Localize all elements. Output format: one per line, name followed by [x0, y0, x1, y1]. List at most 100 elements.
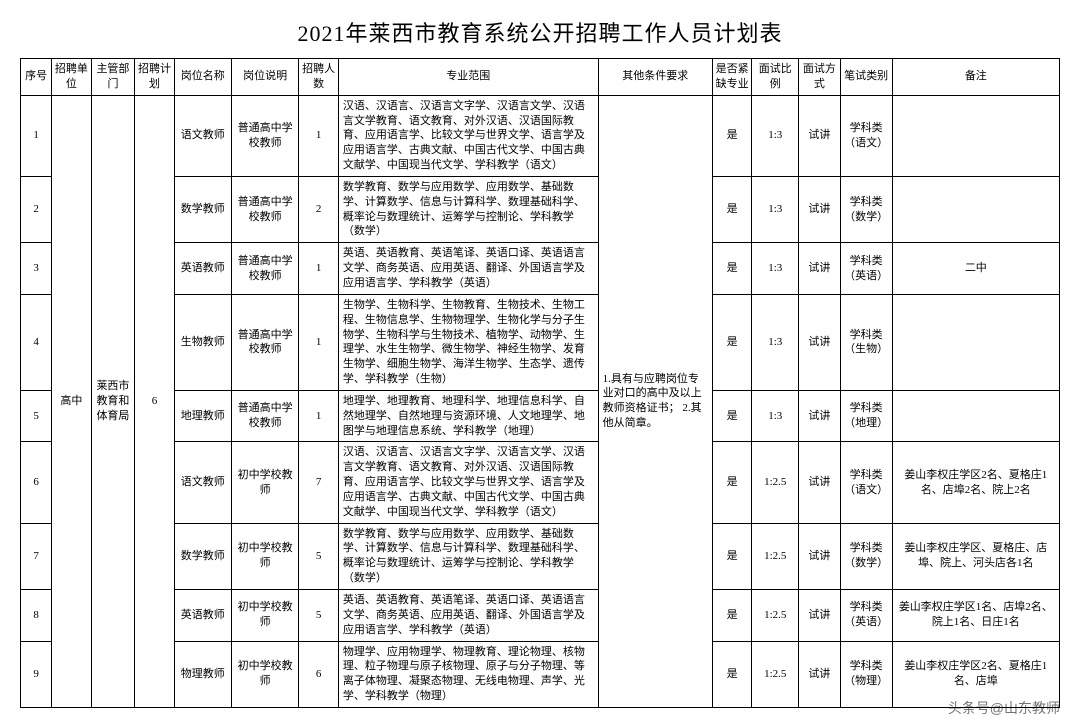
cell-post: 英语教师: [174, 590, 231, 642]
table-row: 5地理教师普通高中学校教师1地理学、地理教育、地理科学、地理信息科学、自然地理学…: [21, 390, 1060, 442]
cell-type: 学科类（英语）: [840, 590, 892, 642]
cell-ratio: 1:3: [752, 390, 799, 442]
cell-post: 地理教师: [174, 390, 231, 442]
cell-note: 姜山李权庄学区、夏格庄、店埠、院上、河头店各1名: [892, 523, 1059, 589]
cell-note: 姜山李权庄学区2名、夏格庄1名、店埠: [892, 641, 1059, 707]
cell-short: 是: [712, 390, 751, 442]
cell-short: 是: [712, 294, 751, 390]
cell-ratio: 1:2.5: [752, 590, 799, 642]
cell-post: 生物教师: [174, 294, 231, 390]
table-row: 2数学教师普通高中学校教师2数学教育、数学与应用数学、应用数学、基础数学、计算数…: [21, 176, 1060, 242]
cell-desc: 普通高中学校教师: [231, 390, 299, 442]
cell-type: 学科类（语文）: [840, 95, 892, 176]
cell-num: 5: [299, 523, 338, 589]
cell-method: 试讲: [799, 390, 841, 442]
cell-note: [892, 390, 1059, 442]
cell-short: 是: [712, 243, 751, 295]
cell-type: 学科类（英语）: [840, 243, 892, 295]
cell-ratio: 1:3: [752, 95, 799, 176]
cell-post: 数学教师: [174, 176, 231, 242]
cell-num: 1: [299, 390, 338, 442]
col-plan: 招聘计划: [135, 59, 174, 96]
cell-major: 英语、英语教育、英语笔译、英语口译、英语语言文学、商务英语、应用英语、翻译、外国…: [338, 243, 598, 295]
cell-method: 试讲: [799, 176, 841, 242]
table-row: 7 数学教师初中学校教师5数学教育、数学与应用数学、应用数学、基础数学、计算数学、…: [21, 523, 1060, 589]
cell-note: 姜山李权庄学区2名、夏格庄1名、店埠2名、院上2名: [892, 442, 1059, 523]
cell-num: 1: [299, 294, 338, 390]
col-desc: 岗位说明: [231, 59, 299, 96]
cell-major: 汉语、汉语言、汉语言文字学、汉语言文学、汉语言文学教育、语文教育、对外汉语、汉语…: [338, 95, 598, 176]
cell-short: 是: [712, 523, 751, 589]
cell-short: 是: [712, 641, 751, 707]
cell-ratio: 1:3: [752, 176, 799, 242]
recruitment-table: 序号 招聘单位 主管部门 招聘计划 岗位名称 岗位说明 招聘人数 专业范围 其他…: [20, 58, 1060, 708]
col-num: 招聘人数: [299, 59, 338, 96]
cell-type: 学科类（语文）: [840, 442, 892, 523]
page-title: 2021年莱西市教育系统公开招聘工作人员计划表: [20, 16, 1060, 48]
cell-post: 物理教师: [174, 641, 231, 707]
cell-ratio: 1:2.5: [752, 442, 799, 523]
cell-no: 8: [21, 590, 52, 642]
cell-post: 数学教师: [174, 523, 231, 589]
cell-desc: 普通高中学校教师: [231, 294, 299, 390]
col-other: 其他条件要求: [598, 59, 712, 96]
cell-major: 数学教育、数学与应用数学、应用数学、基础数学、计算数学、信息与计算科学、数理基础…: [338, 523, 598, 589]
cell-short: 是: [712, 442, 751, 523]
table-row: 3英语教师普通高中学校教师1英语、英语教育、英语笔译、英语口译、英语语言文学、商…: [21, 243, 1060, 295]
col-short: 是否紧缺专业: [712, 59, 751, 96]
cell-unit: 高中: [52, 95, 91, 707]
col-unit: 招聘单位: [52, 59, 91, 96]
cell-method: 试讲: [799, 523, 841, 589]
cell-method: 试讲: [799, 243, 841, 295]
cell-short: 是: [712, 590, 751, 642]
cell-desc: 普通高中学校教师: [231, 243, 299, 295]
col-dept: 主管部门: [91, 59, 135, 96]
cell-desc: 初中学校教师: [231, 523, 299, 589]
cell-note: 姜山李权庄学区1名、店埠2名、院上1名、日庄1名: [892, 590, 1059, 642]
cell-ratio: 1:2.5: [752, 523, 799, 589]
col-major: 专业范围: [338, 59, 598, 96]
cell-method: 试讲: [799, 95, 841, 176]
cell-no: 6: [21, 442, 52, 523]
cell-desc: 初中学校教师: [231, 641, 299, 707]
cell-post: 语文教师: [174, 442, 231, 523]
cell-num: 2: [299, 176, 338, 242]
cell-major: 英语、英语教育、英语笔译、英语口译、英语语言文学、商务英语、应用英语、翻译、外国…: [338, 590, 598, 642]
cell-no: 1: [21, 95, 52, 176]
cell-ratio: 1:3: [752, 294, 799, 390]
cell-num: 5: [299, 590, 338, 642]
cell-method: 试讲: [799, 590, 841, 642]
cell-post: 语文教师: [174, 95, 231, 176]
cell-no: 2: [21, 176, 52, 242]
cell-num: 1: [299, 243, 338, 295]
cell-dept: 莱西市教育和体育局: [91, 95, 135, 707]
table-row: 1高中莱西市教育和体育局6语文教师普通高中学校教师1汉语、汉语言、汉语言文字学、…: [21, 95, 1060, 176]
cell-other: 1.具有与应聘岗位专业对口的高中及以上教师资格证书； 2.其他从简章。: [598, 95, 712, 707]
cell-note: 二中: [892, 243, 1059, 295]
cell-num: 1: [299, 95, 338, 176]
cell-major: 地理学、地理教育、地理科学、地理信息科学、自然地理学、自然地理与资源环境、人文地…: [338, 390, 598, 442]
cell-method: 试讲: [799, 294, 841, 390]
cell-major: 物理学、应用物理学、物理教育、理论物理、核物理、粒子物理与原子核物理、原子与分子…: [338, 641, 598, 707]
cell-desc: 初中学校教师: [231, 442, 299, 523]
cell-desc: 普通高中学校教师: [231, 95, 299, 176]
col-no: 序号: [21, 59, 52, 96]
cell-method: 试讲: [799, 442, 841, 523]
cell-note: [892, 95, 1059, 176]
cell-type: 学科类（物理）: [840, 641, 892, 707]
cell-note: [892, 294, 1059, 390]
cell-no: 7: [21, 523, 52, 589]
cell-type: 学科类（数学）: [840, 176, 892, 242]
cell-ratio: 1:2.5: [752, 641, 799, 707]
cell-short: 是: [712, 176, 751, 242]
table-row: 8英语教师初中学校教师5英语、英语教育、英语笔译、英语口译、英语语言文学、商务英…: [21, 590, 1060, 642]
cell-method: 试讲: [799, 641, 841, 707]
cell-note: [892, 176, 1059, 242]
cell-desc: 普通高中学校教师: [231, 176, 299, 242]
cell-plan: 6: [135, 95, 174, 707]
col-post: 岗位名称: [174, 59, 231, 96]
cell-num: 6: [299, 641, 338, 707]
cell-num: 7: [299, 442, 338, 523]
cell-type: 学科类（数学）: [840, 523, 892, 589]
cell-no: 3: [21, 243, 52, 295]
